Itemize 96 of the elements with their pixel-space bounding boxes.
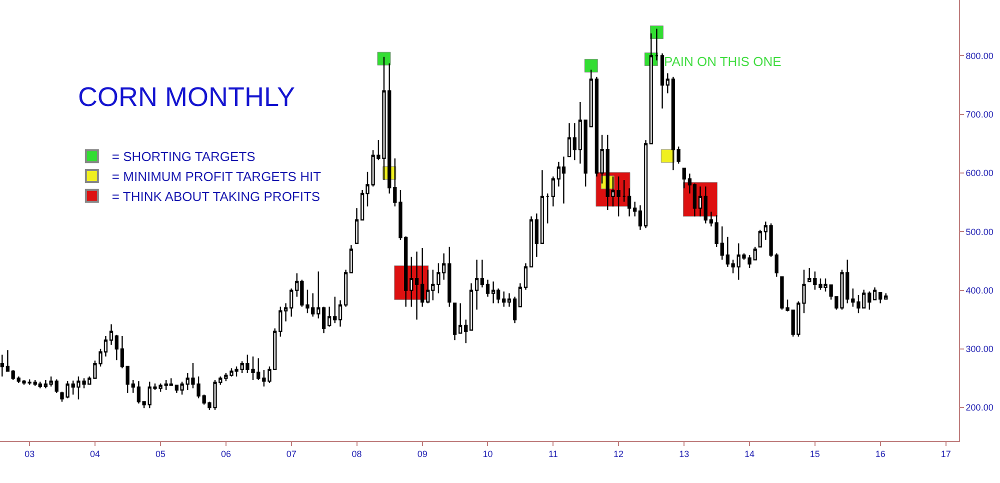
candlestick (338, 300, 342, 328)
candlestick (290, 288, 294, 318)
x-tick-label: 14 (744, 448, 755, 459)
candlestick (649, 32, 653, 144)
candlestick (344, 269, 348, 308)
candlestick (868, 290, 872, 310)
x-tick-label: 15 (810, 448, 820, 459)
legend-label: = SHORTING TARGETS (112, 149, 256, 164)
candlestick (410, 256, 414, 308)
candlestick (322, 306, 326, 334)
candlestick (551, 176, 555, 208)
candlestick (0, 354, 4, 378)
y-tick-label: 600.00 (966, 168, 994, 178)
candlestick (6, 350, 10, 372)
x-tick-label: 08 (352, 448, 362, 459)
candlestick (704, 186, 708, 224)
x-tick-label: 16 (875, 448, 886, 459)
y-tick-label: 700.00 (966, 110, 994, 120)
annotation: PAIN ON THIS ONE (664, 54, 782, 69)
candlestick (529, 216, 534, 268)
x-tick-label: 04 (90, 448, 100, 459)
y-tick-label: 500.00 (966, 226, 994, 237)
candlestick (540, 169, 544, 244)
candlestick (414, 250, 419, 320)
candlestick (698, 186, 702, 217)
candlestick (354, 208, 359, 244)
candlestick (774, 252, 778, 278)
candlestick (120, 335, 124, 369)
candlestick (584, 120, 588, 188)
candlestick (567, 122, 572, 158)
point (584, 58, 598, 72)
candlestick (720, 226, 724, 260)
candlestick (448, 246, 452, 308)
x-tick-label: 17 (940, 448, 951, 459)
candlestick (872, 286, 877, 300)
x-tick-label: 09 (417, 448, 428, 459)
candlestick (480, 259, 484, 288)
candlestick (884, 292, 888, 300)
candlestick (114, 334, 118, 361)
text: CORN MONTHLY (78, 82, 296, 112)
x-tick-label: 05 (156, 448, 166, 459)
candlestick (502, 290, 506, 308)
candlestick (676, 146, 680, 164)
candlestick (474, 259, 479, 310)
candlestick (627, 188, 632, 217)
candlestick (682, 168, 686, 189)
candlestick (878, 292, 882, 304)
candlestick (54, 378, 58, 394)
candlestick (507, 292, 512, 308)
candlestick (660, 52, 664, 110)
x-tick-label: 12 (614, 448, 624, 459)
candlestick (671, 76, 676, 171)
candlestick (109, 324, 114, 346)
candlestick (328, 306, 332, 328)
x-tick-label: 07 (286, 448, 296, 459)
candlestick (589, 69, 593, 128)
x-tick-label: 13 (679, 448, 690, 459)
candlestick (458, 302, 462, 334)
candlestick (512, 296, 517, 324)
candlestick (131, 379, 135, 394)
candlestick (572, 122, 576, 161)
candlestick (486, 279, 490, 298)
y-tick-label: 300.00 (966, 344, 994, 354)
x-tick-label: 10 (482, 448, 493, 459)
candlestick (622, 179, 626, 202)
candlestick (518, 282, 522, 308)
point (377, 52, 391, 66)
candlestick (808, 267, 812, 282)
candlestick (638, 204, 642, 230)
candlestick (333, 296, 337, 324)
candlestick (126, 366, 130, 394)
candlestick (758, 229, 762, 248)
candlestick (753, 246, 757, 260)
x-tick-label: 11 (548, 448, 558, 459)
candlestick (464, 319, 468, 344)
candlestick (578, 101, 582, 164)
candlestick (644, 140, 648, 229)
y-tick-label: 800.00 (966, 50, 994, 61)
candlestick (633, 201, 637, 217)
candlestick (420, 247, 424, 308)
candlestick (666, 72, 670, 94)
candlestick (654, 28, 659, 61)
candlestick (546, 192, 550, 224)
candlestick (469, 282, 474, 331)
legend-label: = MINIMUM PROFIT TARGETS HIT (112, 169, 322, 184)
y-tick-label: 400.00 (966, 285, 994, 296)
candlestick (316, 270, 320, 320)
y-tick-label: 200.00 (966, 402, 994, 413)
x-tick-label: 03 (24, 448, 35, 459)
candlestick (11, 369, 15, 381)
candlestick (534, 212, 538, 258)
candlestick (349, 244, 354, 274)
candlestick (524, 262, 528, 290)
legend-label: = THINK ABOUT TAKING PROFITS (112, 188, 320, 204)
x-tick-label: 06 (220, 448, 231, 459)
candlestick (452, 302, 457, 341)
